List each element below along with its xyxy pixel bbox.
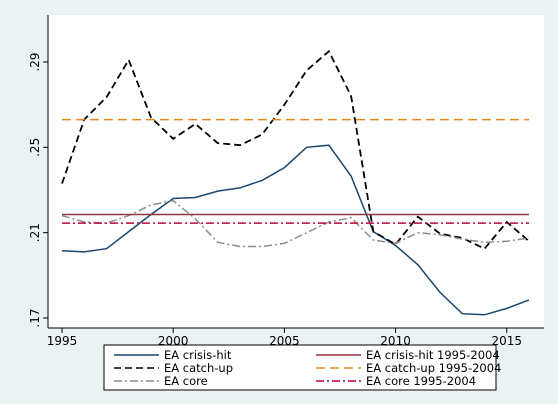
legend-label-0: EA crisis-hit	[164, 348, 232, 362]
legend-label-2: EA core	[164, 374, 208, 388]
y-tick-label: .21	[28, 223, 42, 242]
series-line-2	[61, 199, 530, 248]
series-line-1	[61, 49, 530, 250]
plot-area	[48, 15, 544, 328]
x-tick-label: 1995	[47, 334, 78, 348]
legend-box	[103, 344, 497, 391]
y-tick-label: .17	[28, 308, 42, 327]
y-tick-label: .25	[28, 138, 42, 157]
x-tick-label: 2015	[491, 334, 522, 348]
legend-label-1: EA catch-up	[164, 361, 233, 375]
legend-label-4: EA catch-up 1995-2004	[366, 361, 501, 375]
y-tick-label: .29	[28, 52, 42, 71]
legend-label-5: EA core 1995-2004	[366, 374, 476, 388]
legend-label-3: EA crisis-hit 1995-2004	[366, 348, 500, 362]
series-layer	[61, 49, 530, 316]
series-line-0	[61, 144, 530, 316]
